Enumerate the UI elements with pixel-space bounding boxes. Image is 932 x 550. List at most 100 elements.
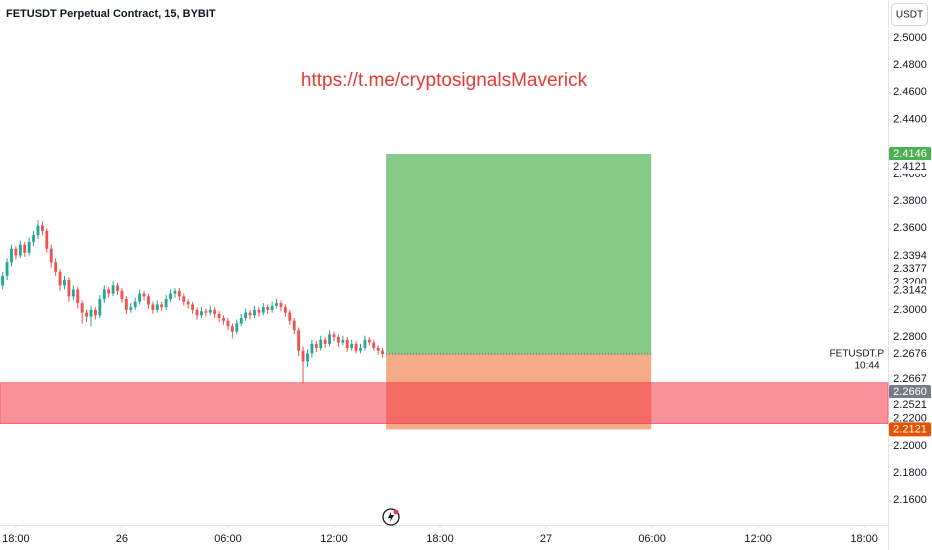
- candle-body: [359, 347, 362, 351]
- candle-body: [102, 289, 106, 300]
- y-tick-label: 2.3800: [893, 195, 927, 207]
- candle-body: [173, 290, 177, 294]
- y-tick-label: 2.2800: [893, 331, 927, 343]
- price-badge: [889, 384, 931, 399]
- candle-body: [116, 285, 119, 291]
- candle-body: [93, 309, 97, 316]
- currency-label[interactable]: USDT: [896, 10, 923, 21]
- candle-body: [230, 326, 234, 332]
- y-tick-label: 2.5000: [893, 32, 927, 44]
- candle-body: [160, 304, 164, 308]
- candle-body: [248, 312, 252, 316]
- candle-body: [367, 339, 371, 343]
- y-tick-label: 2.3000: [893, 304, 927, 316]
- candle-body: [10, 248, 13, 263]
- plot-area: [0, 154, 889, 430]
- candle-body: [182, 296, 186, 302]
- candle-body: [191, 304, 195, 310]
- candle-body: [18, 244, 22, 256]
- candle-body: [208, 309, 212, 313]
- candle-body: [111, 285, 115, 294]
- y-tick-label: 2.1800: [893, 467, 927, 479]
- countdown-label: 10:44: [854, 361, 879, 372]
- candle-body: [345, 339, 349, 348]
- candle-body: [310, 343, 314, 354]
- chart-title: FETUSDT Perpetual Contract, 15, BYBIT: [6, 8, 216, 20]
- candle-body: [76, 289, 80, 304]
- candle-body: [332, 334, 336, 338]
- price-label-bg: [889, 249, 931, 264]
- candle-body: [314, 343, 318, 348]
- countdown-bg: [890, 359, 932, 372]
- target-zone: [386, 154, 652, 354]
- x-tick-label: 12:00: [744, 533, 772, 545]
- candle-body: [283, 307, 287, 313]
- candle-body: [341, 339, 345, 343]
- candle-body: [151, 304, 155, 310]
- replay-dot[interactable]: [393, 509, 399, 515]
- price-badge: [889, 422, 931, 437]
- x-tick-label: 18:00: [426, 533, 454, 545]
- x-tick-label: 18:00: [2, 533, 30, 545]
- y-tick-label: 2.4600: [893, 86, 927, 98]
- candle-body: [270, 305, 274, 310]
- x-tick-label: 12:00: [320, 533, 348, 545]
- replay-icon[interactable]: [382, 508, 400, 526]
- candle-body: [133, 301, 137, 308]
- candle-body: [58, 271, 62, 286]
- candle-body: [376, 347, 380, 351]
- candle-body: [164, 299, 168, 308]
- candle-body: [323, 339, 327, 344]
- candle-body: [239, 318, 243, 324]
- last-price-bg: [890, 346, 932, 361]
- candle-body: [292, 320, 296, 331]
- price-label: 2.2521: [893, 399, 927, 411]
- price-label: 2.3377: [893, 263, 927, 275]
- price-label-bg: [889, 160, 931, 175]
- replay-circle[interactable]: [382, 508, 400, 526]
- candle-body: [235, 323, 239, 332]
- price-label: 2.2121: [893, 423, 927, 435]
- candle-body: [67, 279, 71, 297]
- candle-body: [147, 296, 150, 305]
- y-tick-label: 2.2200: [893, 413, 927, 425]
- y-tick-label: 2.4800: [893, 59, 927, 71]
- currency-button[interactable]: [891, 3, 928, 26]
- candle-body: [129, 307, 133, 310]
- candle-body: [32, 235, 36, 242]
- symbol-label: FETUSDT.P: [830, 349, 885, 360]
- candle-body: [138, 293, 142, 302]
- candle-body: [257, 309, 261, 313]
- candle-body: [297, 330, 301, 351]
- candle-body: [279, 303, 283, 308]
- price-label: 2.2667: [893, 373, 927, 385]
- candle-body: [200, 311, 203, 316]
- candle-body: [71, 289, 75, 297]
- candle-body: [98, 299, 102, 316]
- x-tick-label: 26: [116, 533, 128, 545]
- candle-body: [40, 225, 44, 232]
- candle-body: [5, 262, 9, 276]
- candle-body: [63, 279, 66, 286]
- candle-body: [89, 309, 93, 317]
- candle-body: [372, 342, 376, 348]
- candle-body: [49, 248, 53, 263]
- candle-body: [36, 225, 40, 236]
- candle-body: [169, 293, 172, 300]
- candle-body: [124, 299, 128, 310]
- candle-body: [319, 339, 323, 348]
- candle-body: [195, 309, 199, 316]
- candle-body: [23, 244, 27, 253]
- price-label-bg: [889, 283, 931, 298]
- replay-glyph[interactable]: [388, 512, 394, 522]
- candle-body: [381, 350, 385, 354]
- candle-body: [217, 313, 221, 319]
- price-axis: 2.50002.48002.46002.44002.40002.38002.36…: [888, 32, 932, 506]
- candle-body: [155, 304, 159, 310]
- x-tick-label: 27: [540, 533, 552, 545]
- price-label: 2.3394: [893, 250, 927, 262]
- candle-body: [85, 312, 89, 317]
- candle-body: [222, 318, 225, 321]
- candle-body: [80, 303, 84, 313]
- candle-body: [363, 339, 367, 348]
